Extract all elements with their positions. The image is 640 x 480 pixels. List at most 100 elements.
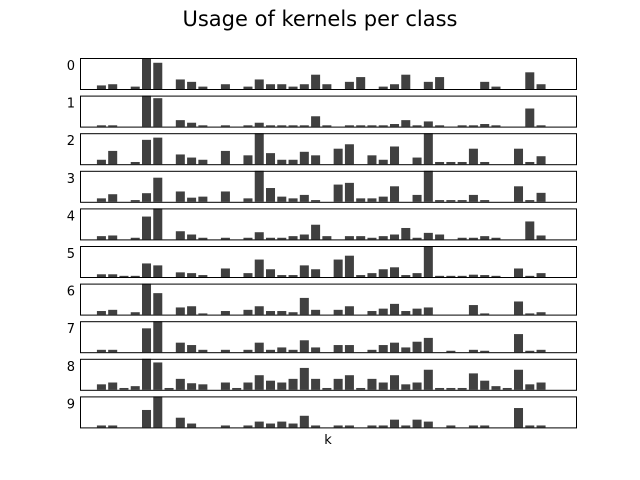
bar-class-2-k11 [220, 150, 230, 165]
bar-class-4-k35 [491, 237, 501, 240]
bar-class-2-k7 [175, 154, 185, 165]
bar-class-4-k18 [299, 234, 309, 240]
panel-frame-5 [80, 246, 577, 278]
panel-label-4: 4 [67, 209, 75, 224]
bar-class-1-k19 [311, 116, 321, 127]
bar-class-4-k14 [254, 232, 264, 240]
bar-class-7-k38 [525, 350, 535, 353]
panel-label-3: 3 [67, 172, 75, 187]
bar-class-3-k33 [468, 194, 478, 202]
bar-class-0-k11 [220, 84, 230, 89]
bar-class-6-k19 [311, 309, 321, 315]
bar-class-8-k30 [435, 387, 445, 390]
bar-class-6-k24 [367, 311, 377, 315]
bar-class-6-k38 [525, 313, 535, 315]
bar-class-0-k29 [423, 81, 433, 89]
bar-class-3-k1 [108, 194, 118, 202]
bar-class-3-k29 [423, 170, 433, 202]
bar-class-6-k22 [344, 306, 354, 315]
bar-class-5-k15 [266, 269, 276, 277]
bar-class-3-k37 [514, 186, 524, 202]
x-axis-label: k [324, 433, 332, 448]
bar-class-1-k11 [220, 125, 230, 127]
bar-class-5-k30 [435, 275, 445, 277]
bar-class-8-k17 [288, 378, 298, 390]
bar-class-9-k29 [423, 421, 433, 428]
bar-class-6-k8 [187, 306, 197, 315]
bar-class-3-k34 [480, 200, 490, 202]
bar-class-4-k27 [401, 227, 411, 240]
bar-class-3-k14 [254, 170, 264, 202]
bar-class-2-k18 [299, 151, 309, 165]
bar-class-7-k14 [254, 342, 264, 353]
bar-class-6-k13 [243, 309, 253, 315]
bar-class-8-k0 [96, 384, 106, 390]
bar-class-2-k37 [514, 148, 524, 165]
bar-class-4-k13 [243, 237, 253, 240]
bar-class-2-k32 [457, 161, 467, 165]
panel-frame-3 [80, 170, 577, 203]
bar-class-4-k20 [322, 236, 332, 240]
bar-class-7-k39 [536, 349, 546, 353]
bar-class-3-k39 [536, 192, 546, 202]
bar-class-3-k32 [457, 200, 467, 202]
bar-class-7-k28 [412, 341, 422, 353]
bar-class-7-k19 [311, 347, 321, 353]
bar-class-1-k34 [480, 124, 490, 127]
bar-class-2-k16 [277, 159, 287, 165]
bar-class-2-k8 [187, 157, 197, 165]
bar-class-2-k17 [288, 159, 298, 165]
panel-frame-2 [80, 133, 577, 166]
bar-class-7-k27 [401, 347, 411, 353]
bar-class-3-k9 [198, 196, 208, 202]
bar-class-1-k5 [153, 98, 163, 127]
bar-class-4-k4 [142, 216, 152, 240]
panel-label-2: 2 [67, 134, 75, 149]
bar-class-7-k1 [108, 349, 118, 353]
bar-class-6-k25 [378, 308, 388, 315]
bar-class-0-k27 [401, 74, 411, 89]
bar-class-2-k15 [266, 153, 276, 165]
bar-class-2-k34 [480, 161, 490, 165]
bar-class-8-k27 [401, 384, 411, 390]
bar-class-8-k38 [525, 384, 535, 390]
bar-class-4-k3 [130, 237, 140, 240]
class-panel-8: 8 [67, 358, 577, 391]
bar-class-7-k5 [153, 321, 163, 353]
bar-class-4-k32 [457, 237, 467, 240]
bar-class-9-k24 [367, 425, 377, 428]
bar-class-0-k4 [142, 58, 152, 89]
bar-class-0-k16 [277, 84, 287, 89]
bar-class-9-k1 [108, 425, 118, 428]
bar-class-2-k14 [254, 133, 264, 165]
bar-class-8-k11 [220, 382, 230, 390]
bar-class-1-k29 [423, 121, 433, 127]
bar-class-4-k0 [96, 236, 106, 240]
bar-class-7-k18 [299, 340, 309, 353]
bar-class-8-k32 [457, 387, 467, 390]
bar-class-2-k22 [344, 144, 354, 165]
panel-frame-8 [80, 358, 577, 391]
bar-class-1-k35 [491, 125, 501, 127]
panel-label-9: 9 [67, 397, 75, 412]
bar-class-0-k0 [96, 85, 106, 89]
bar-class-5-k7 [175, 272, 185, 277]
bar-class-7-k4 [142, 328, 152, 353]
bar-class-2-k21 [333, 148, 343, 165]
panel-label-8: 8 [67, 360, 75, 375]
bar-class-5-k5 [153, 265, 163, 278]
bar-class-5-k28 [412, 273, 422, 278]
bar-class-3-k3 [130, 200, 140, 202]
bar-class-8-k15 [266, 380, 276, 390]
bar-class-9-k27 [401, 425, 411, 428]
bar-class-7-k9 [198, 349, 208, 353]
bar-class-5-k0 [96, 274, 106, 277]
panel-label-0: 0 [67, 59, 75, 74]
bar-class-8-k39 [536, 382, 546, 390]
bar-class-3-k5 [153, 177, 163, 202]
bar-class-0-k26 [390, 84, 400, 89]
bar-class-1-k27 [401, 120, 411, 127]
bar-class-0-k13 [243, 86, 253, 89]
bar-class-4-k39 [536, 235, 546, 240]
